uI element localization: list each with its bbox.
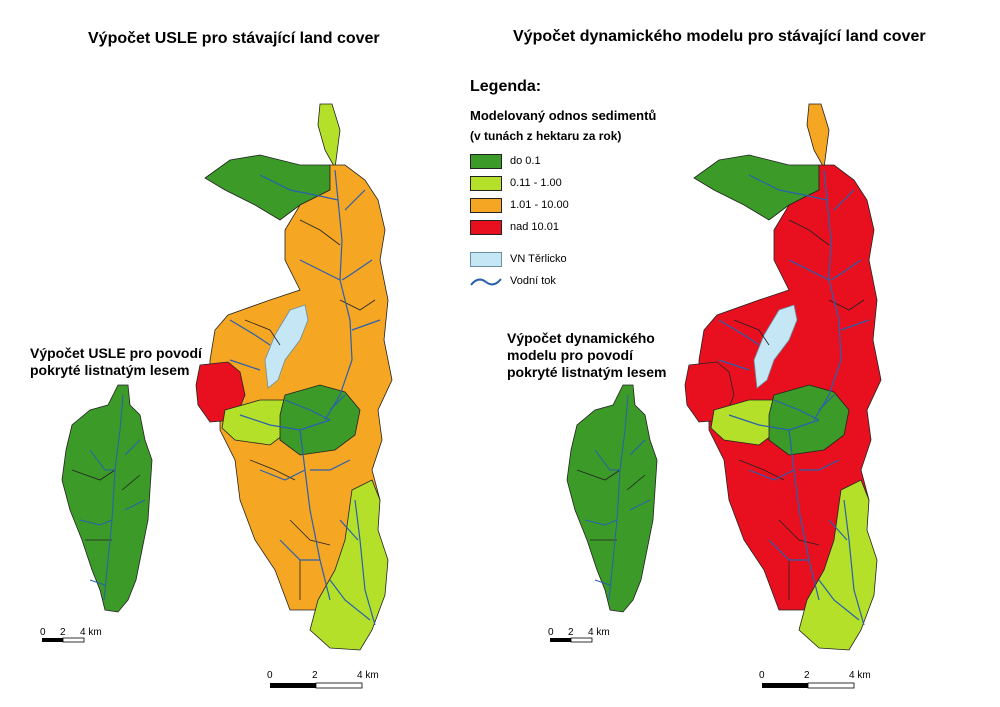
usle-current-map	[195, 103, 393, 651]
dynamic-model-forest-map	[566, 384, 658, 613]
legend-label: 0.11 - 1.00	[510, 177, 562, 189]
scale-tick: 2	[568, 627, 574, 638]
legend-item-class-4: nad 10.01	[470, 216, 710, 238]
legend-item-class-2: 0.11 - 1.00	[470, 172, 710, 194]
scale-tick: 4 km	[80, 627, 102, 638]
legend-units: (v tunách z hektaru za rok)	[470, 129, 622, 143]
legend-label: nad 10.01	[510, 221, 559, 233]
legend-item-class-1: do 0.1	[470, 150, 710, 172]
left-map-title: Výpočet USLE pro stávající land cover	[88, 30, 380, 47]
legend-title: Legenda:	[470, 78, 542, 95]
scalebar-large-left: 0 2 4 km	[267, 670, 379, 689]
river-line-icon	[470, 277, 502, 286]
legend-label: Vodní tok	[510, 275, 556, 287]
legend-swatch	[470, 251, 502, 267]
legend-swatch	[470, 219, 502, 235]
scale-tick: 0	[40, 627, 46, 638]
legend: Legenda: Modelovaný odnos sedimentů (v t…	[470, 78, 710, 292]
small-left-map-title: Výpočet USLE pro povodí pokryté listnatý…	[30, 345, 202, 378]
legend-swatch	[470, 197, 502, 213]
legend-item-reservoir: VN Těrlicko	[470, 248, 710, 270]
scale-tick: 0	[759, 670, 765, 681]
legend-label: 1.01 - 10.00	[510, 199, 569, 211]
scale-tick: 4 km	[357, 670, 379, 681]
scalebar-small-left: 0 2 4 km	[40, 627, 102, 643]
scale-tick: 2	[60, 627, 66, 638]
legend-item-river: Vodní tok	[470, 270, 710, 292]
legend-heading: Modelovaný odnos sedimentů	[470, 108, 657, 123]
small-right-map-title: Výpočet dynamického modelu pro povodí po…	[507, 330, 667, 380]
scale-tick: 0	[548, 627, 554, 638]
scale-tick: 0	[267, 670, 273, 681]
scalebar-small-right: 0 2 4 km	[548, 627, 610, 643]
scalebar-large-right: 0 2 4 km	[759, 670, 871, 689]
legend-item-class-3: 1.01 - 10.00	[470, 194, 710, 216]
legend-swatch	[470, 175, 502, 191]
legend-label: VN Těrlicko	[510, 253, 567, 265]
scale-tick: 2	[804, 670, 810, 681]
scale-tick: 4 km	[588, 627, 610, 638]
scale-tick: 2	[312, 670, 318, 681]
dynamic-model-current-map	[684, 103, 882, 651]
legend-swatch	[470, 153, 502, 169]
right-map-title: Výpočet dynamického modelu pro stávající…	[513, 28, 926, 45]
usle-forest-map	[61, 384, 153, 613]
scale-tick: 4 km	[849, 670, 871, 681]
legend-label: do 0.1	[510, 155, 541, 167]
